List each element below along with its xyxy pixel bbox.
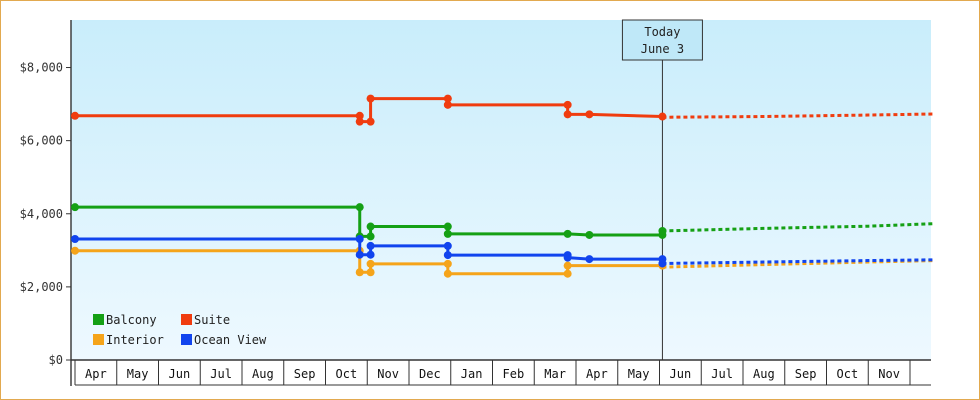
data-point-suite	[658, 112, 667, 121]
legend-swatch-balcony	[93, 314, 104, 325]
data-point-interior	[71, 246, 79, 255]
series-suite	[71, 94, 936, 126]
plot-background	[71, 20, 931, 360]
data-point-ocean-view	[366, 241, 375, 250]
data-point-ocean-view	[563, 253, 572, 262]
x-tick-label: Nov	[377, 367, 399, 381]
data-point-ocean-view	[585, 255, 594, 264]
x-tick-label: Oct	[336, 367, 358, 381]
x-tick-label: Aug	[252, 367, 274, 381]
legend-swatch-interior	[93, 334, 104, 345]
today-label-line1: Today	[644, 25, 680, 39]
legend-swatch-suite	[181, 314, 192, 325]
y-tick-label: $4,000	[20, 207, 63, 221]
y-axis: $0 $2,000 $4,000 $6,000 $8,000	[20, 20, 72, 386]
x-tick-label: Nov	[878, 367, 900, 381]
y-tick-label: $6,000	[20, 134, 63, 148]
data-point-suite	[355, 117, 364, 126]
x-tick-label: Oct	[837, 367, 859, 381]
data-point-interior	[355, 268, 364, 277]
data-point-ocean-view	[366, 250, 375, 259]
x-tick-label: Jun	[169, 367, 191, 381]
data-point-balcony	[585, 230, 594, 239]
x-axis: Apr May Jun Jul Aug Sep Oct Nov Dec Jan Feb Mar Apr M…	[71, 359, 931, 386]
data-point-balcony	[71, 203, 79, 212]
data-point-balcony	[366, 232, 375, 241]
today-label-line2: June 3	[641, 42, 684, 56]
data-point-suite	[585, 110, 594, 119]
x-tick-label: Jun	[670, 367, 692, 381]
series-layer	[71, 94, 936, 278]
data-point-balcony	[658, 226, 667, 235]
data-point-suite	[563, 110, 572, 119]
x-tick-label: Jan	[461, 367, 483, 381]
x-tick-label: Sep	[795, 367, 817, 381]
data-point-balcony	[563, 229, 572, 238]
data-point-interior	[366, 268, 375, 277]
data-point-ocean-view	[355, 234, 364, 243]
x-tick-label: Mar	[544, 367, 566, 381]
data-point-suite	[366, 117, 375, 126]
today-label-box	[621, 19, 703, 61]
series-line-interior	[75, 249, 663, 276]
today-marker: Today June 3	[621, 19, 703, 360]
data-point-suite	[563, 100, 572, 109]
series-forecast-ocean-view	[662, 258, 936, 265]
data-point-balcony	[443, 229, 452, 238]
legend-label-suite: Suite	[194, 313, 230, 327]
data-point-suite	[443, 94, 452, 103]
legend-label-balcony: Balcony	[106, 313, 157, 327]
data-point-interior	[366, 259, 375, 268]
x-tick-label: May	[127, 367, 149, 381]
x-tick-label: Jul	[210, 367, 232, 381]
data-point-ocean-view	[658, 259, 667, 268]
data-point-suite	[355, 111, 364, 120]
x-tick-label: Feb	[503, 367, 525, 381]
data-point-balcony	[366, 222, 375, 231]
x-tick-label: Apr	[586, 367, 608, 381]
legend: Balcony Suite Interior Ocean View	[93, 313, 267, 347]
x-tick-label: Dec	[419, 367, 441, 381]
series-ocean-view	[71, 234, 936, 268]
series-forecast-balcony	[662, 222, 936, 233]
data-point-balcony	[355, 203, 364, 212]
data-point-balcony	[443, 222, 452, 231]
x-tick-label: Aug	[753, 367, 775, 381]
y-tick-label: $2,000	[20, 280, 63, 294]
legend-label-ocean-view: Ocean View	[194, 333, 267, 347]
y-tick-label: $8,000	[20, 61, 63, 75]
data-point-ocean-view	[71, 234, 79, 243]
data-point-suite	[443, 100, 452, 109]
data-point-interior	[563, 269, 572, 278]
data-point-interior	[443, 269, 452, 278]
x-tick-label: Jul	[711, 367, 733, 381]
x-tick-label: Sep	[294, 367, 316, 381]
legend-swatch-ocean-view	[181, 334, 192, 345]
series-forecast-suite	[662, 112, 936, 119]
legend-label-interior: Interior	[106, 333, 164, 347]
x-tick-label: May	[628, 367, 650, 381]
data-point-ocean-view	[443, 241, 452, 250]
x-tick-label: Apr	[85, 367, 107, 381]
data-point-interior	[443, 259, 452, 268]
data-point-suite	[366, 94, 375, 103]
data-point-ocean-view	[443, 251, 452, 260]
data-point-suite	[71, 111, 79, 120]
data-point-interior	[563, 261, 572, 270]
y-tick-label: $0	[49, 353, 63, 367]
data-point-ocean-view	[355, 250, 364, 259]
series-balcony	[71, 203, 936, 241]
